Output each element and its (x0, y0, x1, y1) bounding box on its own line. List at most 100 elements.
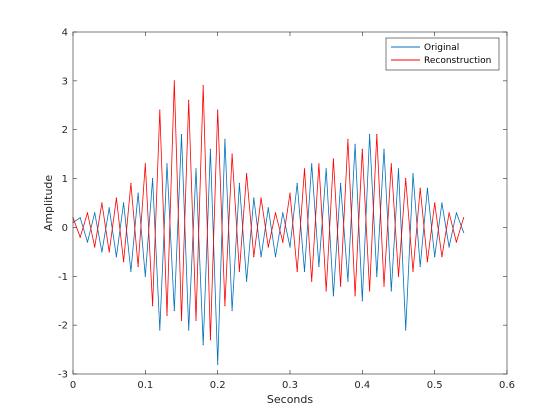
data-point-original (318, 265, 320, 268)
data-point-original (108, 207, 110, 209)
data-point-original (347, 280, 349, 282)
y-tick-label: 0 (62, 223, 68, 234)
data-point-original (376, 275, 378, 277)
data-point-reconstruction (289, 192, 291, 194)
data-point-reconstruction (347, 138, 349, 141)
y-tick-label: -3 (58, 370, 68, 381)
data-point-reconstruction (209, 339, 211, 341)
data-point-original (390, 290, 392, 292)
data-point-original (180, 134, 183, 136)
y-tick-label: -2 (58, 321, 68, 332)
data-point-original (441, 202, 443, 204)
data-point-original (412, 173, 414, 175)
x-tick-label: 0.6 (499, 380, 515, 391)
data-point-reconstruction (311, 280, 313, 282)
data-point-reconstruction (434, 202, 436, 204)
data-point-reconstruction (231, 153, 233, 155)
data-point-original (397, 168, 400, 170)
data-point-original (101, 251, 103, 253)
data-point-reconstruction (441, 256, 443, 258)
legend: Original Reconstruction (385, 37, 500, 71)
data-point-reconstruction (282, 241, 284, 243)
data-point-reconstruction (426, 261, 428, 263)
data-point-reconstruction (354, 295, 356, 297)
data-point-reconstruction (130, 182, 132, 185)
x-tick-label: 0.2 (210, 380, 226, 391)
y-tick-label: -1 (58, 272, 68, 283)
data-point-reconstruction (152, 305, 154, 307)
data-point-original (188, 329, 190, 331)
data-point-reconstruction (101, 202, 103, 204)
data-point-original (246, 280, 248, 282)
y-tick-label: 3 (62, 76, 68, 87)
data-point-original (340, 182, 342, 185)
data-point-reconstruction (188, 99, 190, 101)
x-tick-label: 0.4 (354, 380, 370, 391)
data-point-original (144, 275, 146, 277)
data-point-reconstruction (238, 270, 240, 272)
data-point-reconstruction (376, 134, 378, 136)
data-point-reconstruction (246, 173, 248, 175)
x-tick-label: 0.1 (137, 380, 153, 391)
data-point-original (231, 309, 233, 312)
x-tick-label: 0.5 (427, 380, 443, 391)
data-point-original (311, 163, 313, 165)
data-point-reconstruction (115, 197, 117, 199)
data-point-reconstruction (274, 212, 277, 214)
data-point-original (173, 309, 175, 312)
data-point-original (209, 148, 211, 150)
data-point-original (159, 329, 161, 331)
data-point-original (419, 265, 421, 268)
data-point-original (267, 207, 269, 209)
data-point-reconstruction (455, 241, 457, 243)
data-point-original (274, 256, 277, 258)
data-point-reconstruction (79, 236, 81, 238)
data-point-reconstruction (195, 319, 197, 321)
data-point-reconstruction (448, 212, 450, 214)
series-layer (72, 80, 465, 365)
y-tick-label: 4 (62, 28, 68, 39)
data-point-original (455, 212, 457, 214)
data-point-original (202, 344, 204, 346)
data-point-reconstruction (296, 270, 298, 272)
data-point-reconstruction (224, 305, 226, 307)
data-point-reconstruction (260, 197, 262, 199)
data-point-original (448, 246, 450, 248)
data-point-original (137, 192, 139, 194)
data-point-original (238, 182, 240, 185)
data-point-original (282, 212, 284, 214)
data-point-original (325, 168, 327, 170)
data-point-reconstruction (405, 178, 407, 180)
data-point-original (253, 197, 255, 199)
data-point-original (94, 212, 96, 214)
data-point-reconstruction (202, 85, 204, 87)
y-axis-label: Amplitude (42, 175, 55, 232)
data-point-reconstruction (303, 168, 306, 170)
data-point-original (152, 178, 154, 180)
data-point-reconstruction (166, 314, 168, 316)
data-point-original (303, 270, 306, 272)
y-tick-label: 1 (62, 174, 68, 185)
data-point-reconstruction (419, 187, 421, 189)
data-point-reconstruction (86, 212, 89, 214)
data-point-original (332, 295, 334, 297)
data-point-reconstruction (340, 285, 342, 287)
data-point-original (434, 256, 436, 258)
data-point-original (354, 143, 356, 145)
data-point-original (224, 138, 226, 141)
data-point-reconstruction (123, 261, 125, 263)
data-point-original (260, 256, 262, 258)
data-point-reconstruction (361, 148, 363, 150)
data-point-original (86, 241, 89, 243)
data-point-original (115, 256, 117, 258)
data-point-reconstruction (332, 158, 334, 160)
data-point-original (217, 363, 219, 365)
data-point-reconstruction (325, 290, 327, 292)
data-point-original (166, 163, 168, 165)
x-tick-label: 0 (70, 380, 76, 391)
data-point-reconstruction (144, 163, 146, 165)
data-point-reconstruction (137, 265, 139, 268)
data-point-original (289, 246, 291, 248)
x-tick-label: 0.3 (282, 380, 298, 391)
